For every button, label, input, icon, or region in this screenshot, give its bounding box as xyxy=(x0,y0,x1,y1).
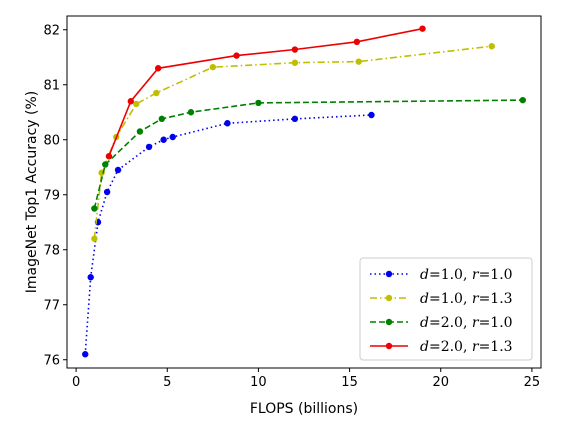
y-tick-label: 80 xyxy=(43,133,60,148)
legend-marker xyxy=(385,342,393,350)
data-point xyxy=(145,143,153,151)
y-tick-label: 79 xyxy=(43,188,60,203)
legend-label: d=1.0, r=1.0 xyxy=(420,267,513,283)
series-layer xyxy=(82,25,526,358)
data-point xyxy=(87,274,94,281)
series-3 xyxy=(105,25,426,160)
data-point xyxy=(153,89,160,97)
x-tick-label: 0 xyxy=(72,375,80,390)
y-tick-label: 78 xyxy=(43,243,60,258)
data-point xyxy=(291,115,299,123)
legend-label: d=2.0, r=1.3 xyxy=(420,339,513,355)
data-point xyxy=(519,96,526,104)
data-point xyxy=(91,235,98,242)
legend-marker xyxy=(385,270,393,278)
data-point xyxy=(127,98,135,105)
data-point xyxy=(169,133,176,141)
ticks-layer: 0 5 10 15 20 25 76 77 78 79 80 81 82 xyxy=(43,23,540,390)
data-point xyxy=(154,65,162,72)
data-point xyxy=(291,46,299,53)
data-point xyxy=(419,25,426,32)
y-tick-label: 81 xyxy=(43,78,60,93)
data-point xyxy=(91,205,98,212)
y-tick-label: 76 xyxy=(43,353,60,368)
data-point xyxy=(224,120,231,127)
data-point xyxy=(355,58,362,65)
legend-box xyxy=(359,257,533,361)
legend-item: d=1.0, r=1.0 xyxy=(370,267,513,283)
series-line xyxy=(93,99,523,209)
y-tick-label: 77 xyxy=(43,298,60,313)
x-tick-label: 25 xyxy=(524,375,541,390)
data-point xyxy=(255,99,262,107)
legend-marker xyxy=(385,318,393,326)
legend-item: d=2.0, r=1.0 xyxy=(370,315,513,331)
x-tick-label: 20 xyxy=(432,375,449,390)
series-2 xyxy=(91,96,526,212)
y-axis-label: ImageNet Top1 Accuracy (%) xyxy=(24,91,40,293)
plot-frame xyxy=(66,15,542,369)
series-line xyxy=(84,114,372,355)
data-point xyxy=(291,59,299,66)
legend-item: d=1.0, r=1.3 xyxy=(370,291,513,307)
data-point xyxy=(158,115,165,123)
data-point xyxy=(133,100,140,108)
legend-marker xyxy=(385,294,393,302)
data-point xyxy=(82,351,89,358)
x-tick-label: 5 xyxy=(163,375,171,390)
series-0 xyxy=(82,111,375,358)
data-point xyxy=(105,153,113,160)
x-tick-label: 15 xyxy=(341,375,358,390)
data-point xyxy=(136,128,144,135)
legend-label: d=2.0, r=1.0 xyxy=(420,315,513,331)
series-line xyxy=(93,45,492,239)
data-point xyxy=(488,43,495,50)
x-tick-label: 10 xyxy=(250,375,267,390)
legend-item: d=2.0, r=1.3 xyxy=(370,339,513,355)
legend: d=1.0, r=1.0 d=1.0, r=1.3 d=2.0, r=1.0 d=2.… xyxy=(359,257,533,361)
data-point xyxy=(187,109,195,116)
data-point xyxy=(114,166,122,174)
data-point xyxy=(209,63,217,71)
data-point xyxy=(160,136,167,143)
data-point xyxy=(102,161,109,168)
data-point xyxy=(368,111,375,119)
legend-label: d=1.0, r=1.3 xyxy=(420,291,513,307)
data-point xyxy=(353,38,361,46)
series-1 xyxy=(91,43,495,242)
data-point xyxy=(233,52,240,59)
x-axis-label: FLOPS (billions) xyxy=(250,401,358,417)
data-point xyxy=(103,188,111,196)
y-tick-label: 82 xyxy=(43,23,60,38)
